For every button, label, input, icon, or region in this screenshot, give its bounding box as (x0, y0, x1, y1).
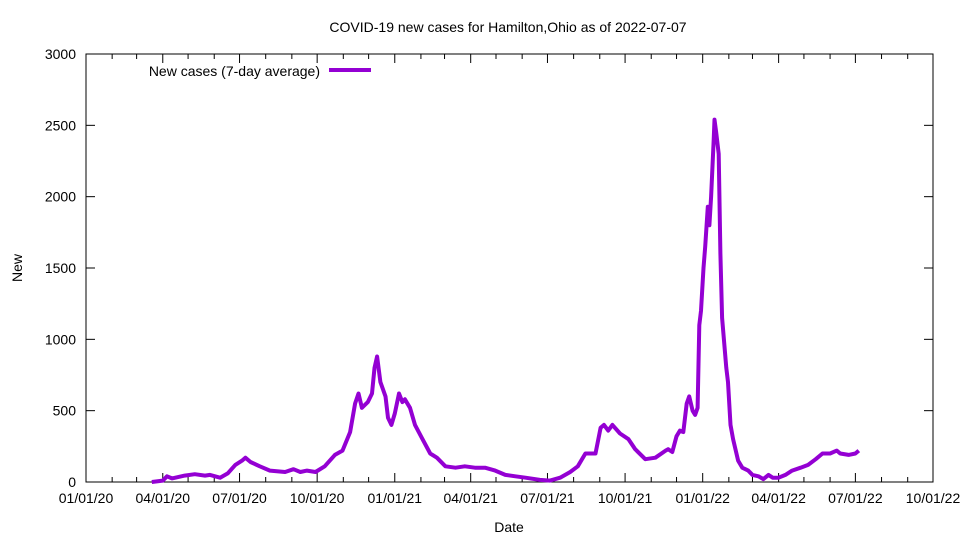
x-tick-label: 10/01/20 (290, 490, 345, 506)
y-tick-label: 1000 (45, 331, 76, 347)
x-tick-label: 07/01/21 (520, 490, 575, 506)
chart-title: COVID-19 new cases for Hamilton,Ohio as … (329, 19, 686, 35)
y-tick-label: 2000 (45, 189, 76, 205)
x-tick-label: 01/01/22 (675, 490, 730, 506)
legend: New cases (7-day average) (149, 63, 371, 79)
legend-label: New cases (7-day average) (149, 63, 320, 79)
x-tick-label: 04/01/20 (136, 490, 191, 506)
x-tick-label: 01/01/21 (368, 490, 423, 506)
x-tick-label: 07/01/20 (212, 490, 267, 506)
y-tick-label: 2500 (45, 117, 76, 133)
x-tick-label: 04/01/22 (751, 490, 806, 506)
y-tick-label: 0 (68, 474, 76, 490)
x-tick-label: 01/01/20 (59, 490, 114, 506)
y-tick-label: 1500 (45, 260, 76, 276)
plot-border (85, 53, 934, 483)
x-tick-label: 04/01/21 (443, 490, 498, 506)
x-axis-label: Date (494, 519, 524, 535)
y-tick-label: 3000 (45, 46, 76, 62)
y-axis-label: New (9, 253, 25, 282)
x-tick-label: 10/01/22 (906, 490, 960, 506)
x-tick-label: 07/01/22 (828, 490, 883, 506)
series-line (151, 117, 861, 484)
x-tick-label: 10/01/21 (598, 490, 653, 506)
y-tick-label: 500 (53, 403, 77, 419)
